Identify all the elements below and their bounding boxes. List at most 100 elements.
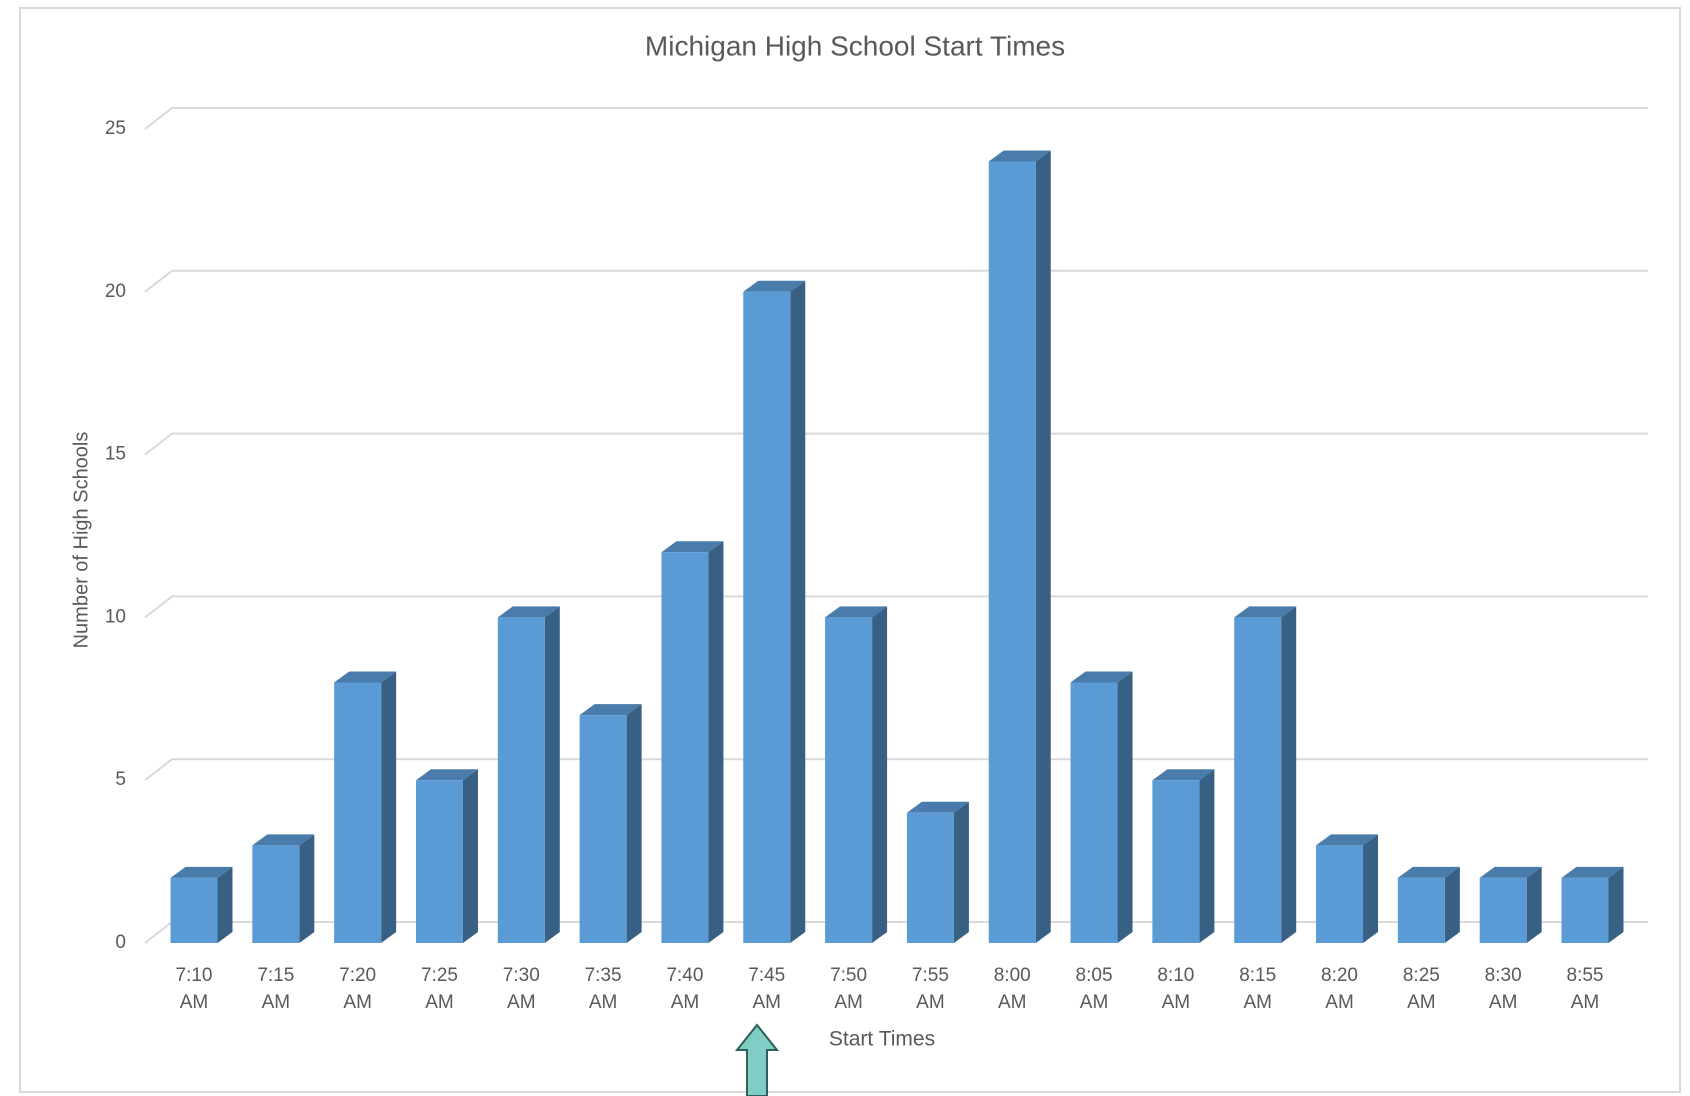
bar-top bbox=[252, 834, 315, 846]
bar-side bbox=[872, 606, 888, 943]
bar-front bbox=[825, 617, 873, 943]
x-tick-label: 7:40 AM bbox=[666, 965, 704, 1013]
bar-front bbox=[1234, 617, 1282, 943]
bar bbox=[825, 606, 888, 943]
chart-border bbox=[19, 7, 1681, 1093]
bar-side bbox=[1035, 150, 1051, 943]
bar-front bbox=[415, 780, 463, 943]
bar-top bbox=[1234, 606, 1297, 618]
bar-front bbox=[497, 617, 545, 943]
bar-front bbox=[661, 552, 709, 943]
bar bbox=[661, 541, 724, 943]
bar-top bbox=[988, 150, 1051, 162]
bar-top bbox=[1316, 834, 1379, 846]
bar-front bbox=[1479, 877, 1527, 943]
bar-top bbox=[1070, 671, 1133, 683]
bar-top bbox=[1479, 866, 1542, 878]
bar-top bbox=[1561, 866, 1624, 878]
bar bbox=[252, 834, 315, 943]
x-tick-label: 7:20 AM bbox=[339, 965, 377, 1013]
bar bbox=[1152, 769, 1215, 943]
x-tick-label: 8:15 AM bbox=[1239, 965, 1277, 1013]
bar bbox=[415, 769, 478, 943]
x-tick-label: 8:05 AM bbox=[1075, 965, 1113, 1013]
grid-line bbox=[144, 595, 1648, 619]
x-tick-label: 7:35 AM bbox=[584, 965, 622, 1013]
bar-side bbox=[1526, 866, 1542, 943]
bar-side bbox=[790, 280, 806, 943]
bar-top bbox=[906, 801, 969, 813]
grid-line bbox=[144, 107, 1648, 130]
x-tick-label: 7:10 AM bbox=[175, 965, 213, 1013]
y-tick-label: 0 bbox=[115, 932, 126, 953]
arrow-shape bbox=[734, 1023, 780, 1096]
bar-front bbox=[1070, 682, 1118, 943]
bar-front bbox=[334, 682, 382, 943]
y-tick-label: 20 bbox=[105, 281, 126, 302]
bar bbox=[1316, 834, 1379, 943]
x-tick-label: 8:10 AM bbox=[1157, 965, 1195, 1013]
x-tick-label: 8:30 AM bbox=[1484, 965, 1522, 1013]
chart-title: Michigan High School Start Times bbox=[645, 30, 1065, 61]
bar bbox=[334, 671, 397, 943]
x-tick-label: 8:55 AM bbox=[1566, 965, 1604, 1013]
bar bbox=[579, 704, 642, 943]
bar-front bbox=[988, 161, 1036, 943]
bar bbox=[1397, 866, 1460, 943]
bar-side bbox=[626, 704, 642, 943]
x-axis-title: Start Times bbox=[829, 1028, 935, 1051]
bar-side bbox=[462, 769, 478, 943]
x-tick-label: 7:25 AM bbox=[420, 965, 458, 1013]
bar-side bbox=[381, 671, 397, 943]
bar-side bbox=[1281, 606, 1297, 943]
bar bbox=[1479, 866, 1542, 943]
y-tick-label: 25 bbox=[105, 118, 126, 139]
bar-top bbox=[743, 280, 806, 292]
bar bbox=[1070, 671, 1133, 943]
bar-side bbox=[1608, 866, 1624, 943]
bar-side bbox=[708, 541, 724, 943]
bar-front bbox=[1316, 845, 1364, 943]
bar-front bbox=[906, 812, 954, 943]
x-tick-label: 8:25 AM bbox=[1402, 965, 1440, 1013]
bar-front bbox=[579, 715, 627, 943]
bar-side bbox=[299, 834, 315, 943]
x-tick-label: 7:30 AM bbox=[502, 965, 540, 1013]
bar-side bbox=[1199, 769, 1215, 943]
bar bbox=[1234, 606, 1297, 943]
bar-top bbox=[661, 541, 724, 553]
bar bbox=[988, 150, 1051, 943]
x-tick-label: 7:15 AM bbox=[257, 965, 295, 1013]
bar bbox=[906, 801, 969, 943]
bar bbox=[1561, 866, 1624, 943]
y-tick-label: 5 bbox=[115, 769, 126, 790]
bar-top bbox=[415, 769, 478, 781]
y-tick-label: 15 bbox=[105, 444, 126, 465]
bar-front bbox=[252, 845, 300, 943]
bar-side bbox=[1363, 834, 1379, 943]
bar-top bbox=[497, 606, 560, 618]
y-tick-label: 10 bbox=[105, 606, 126, 627]
grid-line bbox=[144, 758, 1648, 781]
bar-front bbox=[743, 291, 791, 943]
grid-line bbox=[144, 432, 1648, 456]
x-tick-label: 7:55 AM bbox=[911, 965, 949, 1013]
arrow bbox=[734, 1023, 780, 1096]
bar-top bbox=[1397, 866, 1460, 878]
bar-top bbox=[1152, 769, 1215, 781]
y-axis-title: Number of High Schools bbox=[70, 432, 92, 649]
bar-top bbox=[825, 606, 888, 618]
bar bbox=[170, 866, 233, 943]
bar bbox=[497, 606, 560, 943]
bar-side bbox=[544, 606, 560, 943]
bar-front bbox=[1397, 877, 1445, 943]
bar-top bbox=[170, 866, 233, 878]
x-tick-label: 7:50 AM bbox=[830, 965, 868, 1013]
bar bbox=[743, 280, 806, 943]
bar-side bbox=[1117, 671, 1133, 943]
bar-side bbox=[1444, 866, 1460, 943]
bar-side bbox=[217, 866, 233, 943]
bar-front bbox=[1152, 780, 1200, 943]
